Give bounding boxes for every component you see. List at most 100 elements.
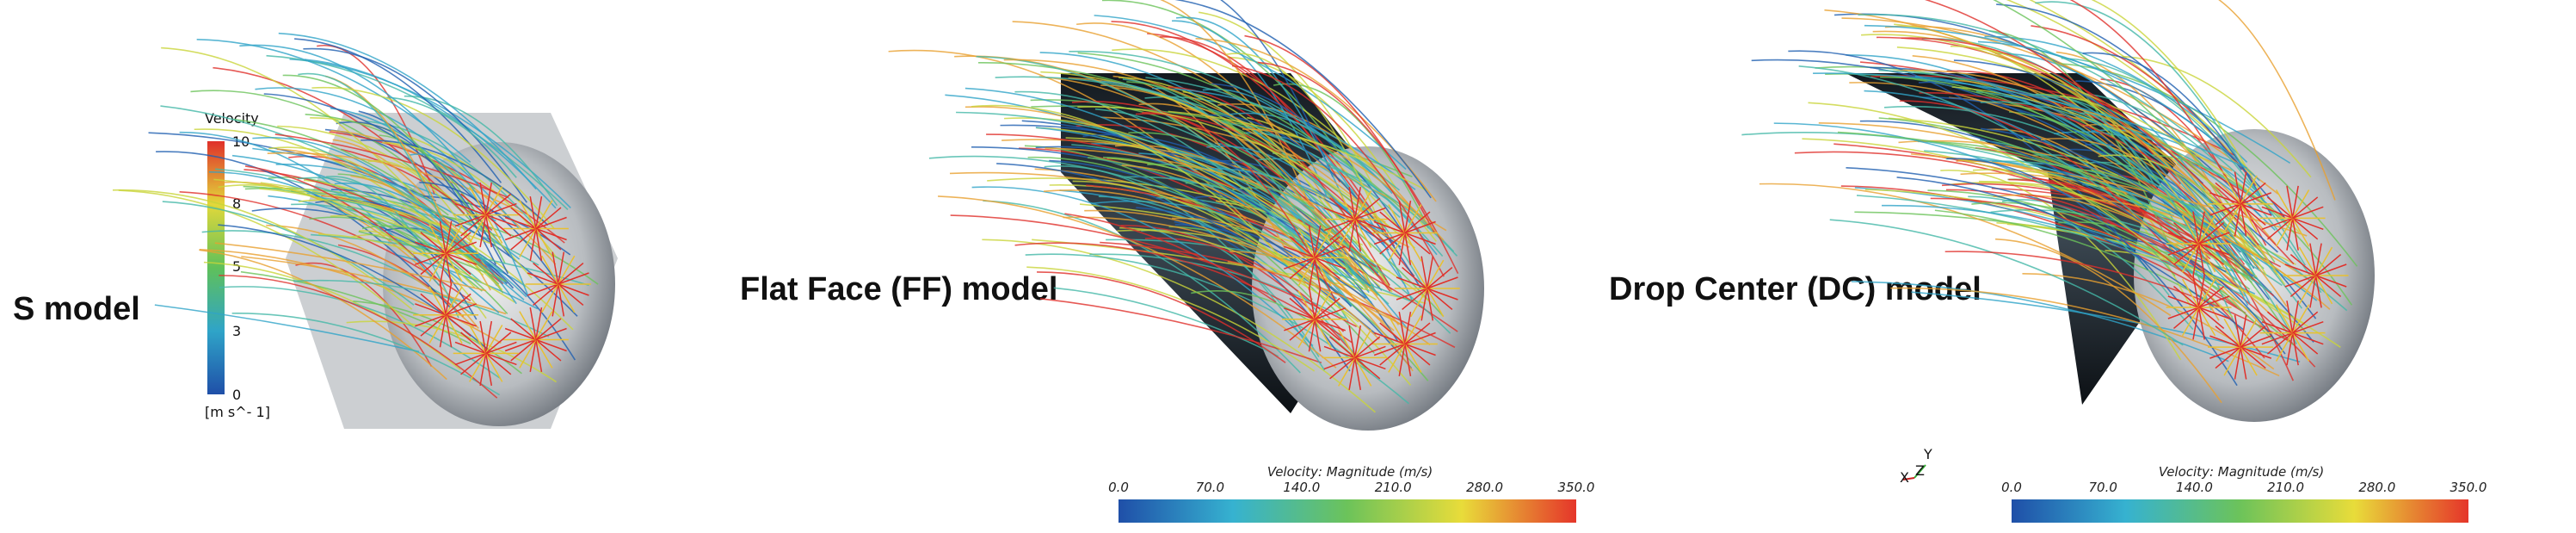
streamline	[2167, 295, 2199, 308]
streamline	[504, 327, 537, 341]
streamline	[2261, 320, 2293, 334]
streamline	[2240, 318, 2258, 348]
streamline	[1053, 287, 1279, 357]
streamline	[1354, 345, 1386, 359]
streamline	[469, 214, 487, 244]
streamline	[2234, 314, 2241, 348]
colorbar-tick: 350.0	[1558, 480, 1595, 495]
streamline	[1396, 276, 1428, 289]
streamline	[1354, 218, 1381, 241]
streamline	[535, 227, 562, 251]
streamline	[1323, 356, 1355, 370]
streamline	[1244, 34, 1436, 234]
streamline	[1191, 168, 1389, 237]
streamline	[2275, 217, 2294, 247]
streamline	[1338, 329, 1356, 358]
streamline	[1354, 190, 1372, 220]
streamline	[2289, 275, 2316, 298]
streamline	[1112, 48, 1438, 242]
streamline	[2209, 192, 2241, 205]
streamline	[2167, 232, 2199, 245]
streamline	[1404, 344, 1422, 373]
streamline	[2209, 335, 2241, 348]
streamline	[2198, 243, 2225, 266]
streamline	[535, 228, 553, 257]
streamline	[535, 216, 567, 230]
streamline	[2266, 311, 2294, 334]
streamline	[2240, 346, 2266, 369]
streamline	[2172, 243, 2200, 266]
streamline	[1289, 297, 1316, 320]
colorbar-tick: 210.0	[2267, 480, 2304, 495]
streamline	[2209, 346, 2241, 359]
streamline	[1379, 322, 1406, 345]
streamline	[454, 214, 486, 227]
streamline	[1388, 204, 1406, 233]
streamline	[1930, 197, 2238, 307]
streamline	[1388, 232, 1406, 262]
streamline	[2197, 278, 2216, 308]
streamline	[484, 353, 493, 386]
streamline	[2198, 285, 2225, 308]
streamline	[415, 241, 447, 254]
panel-label: Drop Center (DC) model	[1609, 271, 1981, 307]
streamline	[1880, 76, 2197, 227]
streamline	[1404, 232, 1412, 266]
streamline	[535, 195, 543, 229]
streamline	[485, 193, 512, 216]
streamline	[1094, 108, 1375, 274]
streamline	[1788, 50, 2149, 271]
streamline	[1086, 184, 1458, 332]
streamline	[485, 341, 517, 355]
streamline	[386, 96, 517, 178]
streamline	[454, 341, 486, 355]
streamline	[2298, 246, 2317, 276]
streamline	[1348, 219, 1356, 252]
streamline	[1398, 232, 1406, 266]
streamline	[445, 220, 453, 254]
streamline	[1014, 242, 1353, 344]
streamline	[529, 307, 537, 340]
streamline	[1026, 266, 1316, 372]
streamline	[2266, 196, 2294, 219]
streamline	[1175, 16, 1346, 202]
streamline	[1103, 156, 1342, 277]
streamline	[1404, 343, 1431, 366]
streamline	[2292, 320, 2324, 334]
streamline	[1427, 266, 1453, 289]
streamline	[2167, 243, 2199, 256]
streamline	[260, 182, 458, 232]
streamline	[1308, 319, 1316, 352]
colorbar-tick: 140.0	[2176, 480, 2213, 495]
streamline	[213, 178, 491, 245]
streamline	[1427, 288, 1458, 301]
colorbar-tick: 210.0	[1375, 480, 1412, 495]
streamline	[1289, 236, 1316, 258]
color-bar	[2012, 499, 2468, 523]
streamline	[1353, 325, 1362, 358]
streamline	[1314, 319, 1322, 352]
streamline	[445, 232, 471, 254]
streamline	[1410, 259, 1428, 289]
streamline	[1144, 96, 1444, 257]
streamline	[1069, 50, 1455, 252]
streamline	[1404, 322, 1431, 345]
streamline	[350, 233, 476, 288]
streamline	[358, 110, 497, 265]
streamline	[1379, 211, 1406, 234]
streamline	[2082, 52, 2273, 216]
streamline	[1348, 187, 1356, 220]
streamline	[325, 176, 459, 319]
streamline	[1206, 145, 1405, 284]
streamline	[439, 253, 447, 286]
streamline	[1314, 297, 1340, 320]
streamline	[527, 272, 559, 285]
streamline	[983, 200, 1301, 374]
streamline	[2223, 203, 2241, 233]
streamline	[2100, 78, 2267, 246]
streamline	[2291, 332, 2299, 366]
streamline	[2240, 175, 2258, 205]
streamline	[1373, 343, 1406, 356]
streamline	[1379, 232, 1406, 255]
streamline	[2289, 253, 2316, 276]
